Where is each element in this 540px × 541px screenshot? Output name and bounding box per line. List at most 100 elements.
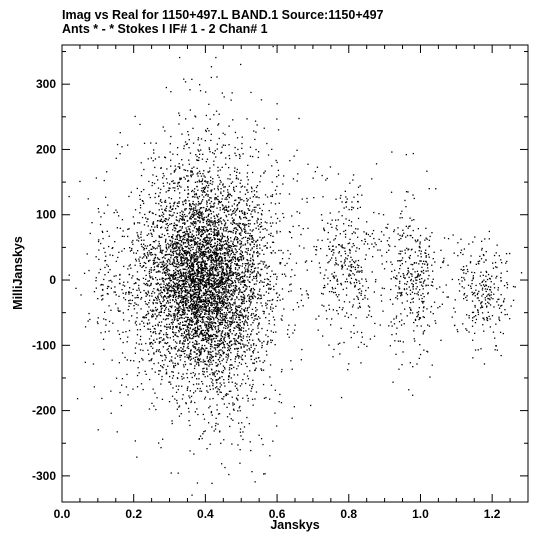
data-point bbox=[219, 322, 221, 324]
data-point bbox=[229, 325, 232, 327]
data-point bbox=[211, 372, 213, 374]
data-point bbox=[181, 261, 183, 263]
data-point bbox=[213, 231, 216, 233]
data-point bbox=[200, 272, 202, 274]
data-point bbox=[193, 282, 195, 284]
data-point bbox=[205, 279, 207, 282]
data-point bbox=[227, 333, 229, 336]
data-point bbox=[253, 315, 256, 317]
data-point bbox=[190, 358, 193, 360]
data-point bbox=[215, 303, 218, 305]
data-point bbox=[161, 378, 163, 381]
data-point bbox=[142, 265, 144, 267]
data-point bbox=[170, 347, 172, 349]
data-point bbox=[170, 359, 172, 361]
data-point bbox=[247, 295, 249, 297]
data-point bbox=[182, 235, 184, 238]
data-point bbox=[174, 310, 176, 312]
data-point bbox=[226, 295, 228, 298]
data-point bbox=[234, 281, 237, 284]
data-point bbox=[206, 257, 208, 259]
data-point bbox=[248, 281, 250, 283]
data-point bbox=[193, 291, 195, 293]
data-point bbox=[282, 212, 284, 215]
data-point bbox=[183, 169, 185, 171]
data-point bbox=[125, 293, 127, 295]
data-point bbox=[216, 234, 219, 236]
data-point bbox=[226, 195, 229, 197]
data-point bbox=[184, 301, 187, 303]
data-point bbox=[213, 203, 215, 205]
data-point bbox=[129, 287, 131, 289]
data-point bbox=[216, 294, 219, 296]
data-point bbox=[202, 361, 204, 363]
data-point bbox=[172, 214, 174, 216]
data-point bbox=[215, 344, 217, 346]
data-point bbox=[178, 295, 180, 297]
data-point bbox=[175, 332, 177, 334]
data-point bbox=[213, 294, 215, 296]
data-point bbox=[315, 253, 317, 256]
data-point bbox=[219, 256, 222, 258]
data-point bbox=[219, 340, 221, 342]
data-point bbox=[204, 338, 206, 341]
data-point bbox=[226, 359, 228, 361]
data-point bbox=[187, 235, 190, 238]
data-point bbox=[153, 149, 155, 151]
data-point bbox=[196, 311, 198, 314]
data-point bbox=[164, 254, 167, 256]
data-point bbox=[185, 288, 187, 291]
data-point bbox=[165, 251, 167, 253]
data-point bbox=[193, 270, 195, 272]
data-point bbox=[189, 252, 191, 254]
data-point bbox=[183, 366, 185, 368]
data-point bbox=[213, 300, 215, 303]
data-point bbox=[189, 211, 191, 213]
data-point bbox=[294, 324, 296, 326]
data-point bbox=[200, 290, 202, 292]
data-point bbox=[176, 320, 178, 322]
data-point bbox=[224, 340, 226, 343]
data-point bbox=[223, 272, 225, 274]
data-point bbox=[198, 231, 200, 233]
data-point bbox=[175, 274, 178, 276]
data-point bbox=[188, 236, 190, 238]
data-point bbox=[191, 494, 193, 496]
data-point bbox=[194, 411, 196, 413]
data-point bbox=[227, 194, 229, 196]
data-point bbox=[195, 242, 197, 244]
data-point bbox=[170, 165, 172, 167]
data-point bbox=[201, 246, 203, 248]
data-point bbox=[206, 127, 209, 130]
data-point bbox=[188, 283, 190, 285]
data-point bbox=[240, 234, 242, 236]
data-point bbox=[220, 241, 222, 243]
data-point bbox=[186, 238, 188, 240]
data-point bbox=[205, 284, 208, 286]
data-point bbox=[149, 378, 151, 381]
data-point bbox=[264, 170, 266, 172]
data-point bbox=[132, 275, 134, 277]
data-point bbox=[101, 299, 103, 301]
data-point bbox=[186, 265, 188, 267]
data-point bbox=[153, 292, 156, 294]
data-point bbox=[181, 213, 184, 215]
data-point bbox=[190, 273, 192, 275]
data-point bbox=[160, 325, 162, 327]
data-point bbox=[247, 191, 249, 193]
data-point bbox=[205, 347, 207, 349]
data-point bbox=[233, 190, 236, 192]
data-point bbox=[175, 246, 177, 248]
data-point bbox=[204, 360, 206, 363]
data-point bbox=[257, 316, 260, 318]
data-point bbox=[135, 260, 137, 262]
data-point bbox=[219, 217, 222, 220]
data-point bbox=[153, 261, 155, 264]
data-point bbox=[187, 189, 189, 191]
data-point bbox=[200, 271, 203, 273]
data-point bbox=[213, 287, 215, 289]
data-point bbox=[195, 315, 197, 317]
data-point bbox=[213, 260, 215, 262]
data-point bbox=[142, 316, 144, 318]
data-point bbox=[183, 262, 185, 264]
